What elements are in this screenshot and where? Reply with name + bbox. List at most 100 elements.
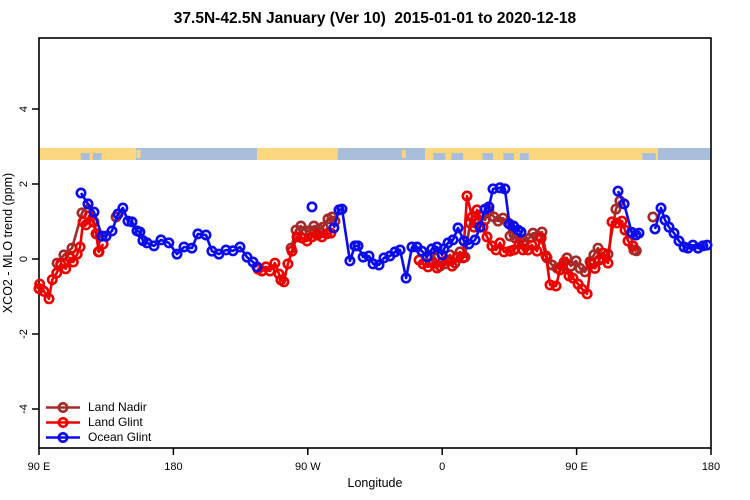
data-point <box>75 187 87 199</box>
data-point <box>286 245 298 257</box>
data-point <box>550 280 562 292</box>
data-point <box>451 251 463 263</box>
data-point <box>306 201 318 213</box>
data-point <box>616 215 628 227</box>
data-point <box>701 239 713 251</box>
data-point <box>540 250 552 262</box>
land-glint-line-marker-icon <box>46 417 80 428</box>
map-ocean-patch <box>451 153 464 160</box>
ocean-glint-line-marker-icon <box>46 432 80 443</box>
data-point <box>494 182 506 194</box>
data-point <box>51 267 63 279</box>
data-point <box>589 262 601 274</box>
data-point <box>74 241 86 253</box>
data-point <box>363 250 375 262</box>
data-point <box>373 259 385 271</box>
data-point <box>163 237 175 249</box>
y-tick-label: 0 <box>18 256 30 262</box>
legend-row-ocean-glint: Ocean Glint <box>44 430 151 445</box>
data-point <box>447 234 459 246</box>
map-ocean-patch <box>503 153 514 160</box>
data-point <box>328 222 340 234</box>
chart-title: 37.5N-42.5N January (Ver 10) 2015-01-01 … <box>173 10 577 27</box>
data-point <box>336 203 348 215</box>
data-point <box>93 246 105 258</box>
data-point <box>60 263 72 275</box>
map-ocean-patch <box>80 153 90 160</box>
data-point <box>278 276 290 288</box>
data-point <box>633 227 645 239</box>
x-tick-label: 90 E <box>565 461 588 473</box>
data-point <box>126 216 138 228</box>
x-tick-label: 180 <box>702 461 720 473</box>
data-point <box>469 234 481 246</box>
y-tick-label: 4 <box>18 106 30 112</box>
legend-row-land-nadir: Land Nadir <box>44 400 151 415</box>
data-point <box>148 240 160 252</box>
data-point <box>611 217 623 229</box>
data-point <box>544 279 556 291</box>
data-point <box>421 251 433 263</box>
data-point <box>82 198 94 210</box>
data-point <box>581 288 593 300</box>
series-land-glint <box>33 190 639 305</box>
land-nadir-line-marker-icon <box>46 402 80 413</box>
data-point <box>554 264 566 276</box>
data-point <box>649 223 661 235</box>
data-point <box>647 211 659 223</box>
data-point <box>106 225 118 237</box>
data-point <box>291 231 303 243</box>
series-ocean-glint <box>75 182 713 284</box>
data-point <box>535 232 547 244</box>
map-ocean-patch <box>642 153 656 160</box>
data-point <box>200 229 212 241</box>
data-point <box>499 183 511 195</box>
data-point <box>618 198 630 210</box>
data-point <box>481 231 493 243</box>
map-ocean-patch <box>92 153 102 160</box>
data-point <box>655 202 667 214</box>
data-point <box>517 244 529 256</box>
x-tick-label: 90 W <box>295 461 321 473</box>
data-point <box>367 258 379 270</box>
data-point <box>612 185 624 197</box>
data-point <box>234 241 246 253</box>
data-point <box>400 272 412 284</box>
world-map-strip <box>39 148 711 160</box>
map-ocean-patch <box>519 153 529 160</box>
data-point <box>668 227 680 239</box>
data-point <box>426 243 438 255</box>
data-point <box>606 216 618 228</box>
y-tick-label: -4 <box>18 404 30 414</box>
map-ocean-patch <box>482 153 493 160</box>
data-point <box>483 201 495 213</box>
map-land-patch <box>136 150 141 158</box>
data-point <box>352 240 364 252</box>
legend-label-ocean-glint: Ocean Glint <box>88 430 152 444</box>
data-point <box>474 221 486 233</box>
y-tick-label: 2 <box>18 181 30 187</box>
data-point <box>186 242 198 254</box>
data-point <box>627 240 639 252</box>
data-point <box>264 265 276 277</box>
legend: Land Nadir Land Glint Ocean Glint <box>44 400 151 445</box>
data-point <box>461 190 473 202</box>
data-point <box>344 255 356 267</box>
data-point <box>88 206 100 218</box>
data-point <box>389 246 401 258</box>
data-point <box>515 226 527 238</box>
legend-label-land-glint: Land Glint <box>88 415 143 429</box>
x-tick-label: 180 <box>164 461 182 473</box>
data-point <box>558 256 570 268</box>
data-point <box>457 252 469 264</box>
data-point <box>251 261 263 273</box>
map-ocean-segment <box>657 148 711 160</box>
data-point <box>597 247 609 259</box>
data-point <box>531 245 543 257</box>
x-axis-title: Longitude <box>348 476 403 490</box>
data-point <box>610 203 622 215</box>
x-tick-label: 90 E <box>28 461 51 473</box>
x-axis: 90 E 180 90 W 0 90 E 180 Longitude <box>28 448 720 490</box>
data-point <box>357 251 369 263</box>
